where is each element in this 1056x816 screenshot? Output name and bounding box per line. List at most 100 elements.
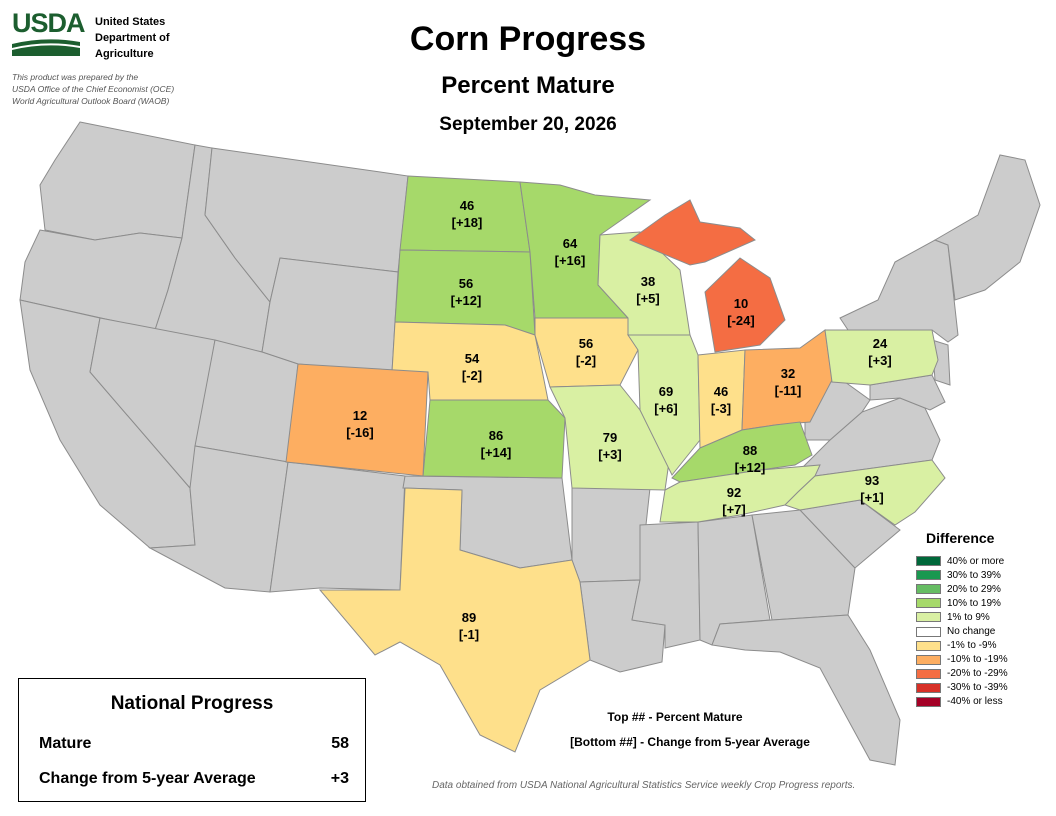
legend-label: 30% to 39%	[947, 569, 1001, 581]
legend-item: -40% or less	[916, 695, 1046, 709]
agency-name: United States Department of Agriculture	[95, 14, 205, 62]
key-top-line: Top ## - Percent Mature	[607, 710, 743, 724]
state-change-label: [+18]	[452, 215, 483, 230]
agency-name-line: Agriculture	[95, 48, 154, 60]
map-date: September 20, 2026	[439, 114, 617, 135]
legend-items: 40% or more 30% to 39% 20% to 29% 10% to 19…	[916, 554, 1046, 709]
prepared-note-line: World Agricultural Outlook Board (WAOB)	[12, 96, 170, 106]
mature-value: 58	[331, 735, 349, 752]
state-change-label: [+7]	[722, 502, 745, 517]
state-wy	[261, 257, 399, 373]
change-label: Change from 5-year Average	[39, 770, 256, 787]
legend-item: 1% to 9%	[916, 610, 1046, 624]
source-note: Data obtained from USDA National Agricul…	[432, 780, 856, 791]
state-ar	[571, 487, 651, 583]
state-change-label: [+14]	[481, 445, 512, 460]
legend-label: -30% to -39%	[947, 682, 1008, 694]
legend-label: 1% to 9%	[947, 611, 990, 623]
legend-title: Difference	[926, 530, 995, 546]
legend-swatch	[916, 654, 941, 665]
key-bottom-line: [Bottom ##] - Change from 5-year Average	[570, 735, 810, 749]
state-ny	[839, 239, 959, 343]
state-pa	[824, 329, 939, 386]
change-value: +3	[330, 770, 349, 787]
state-nc	[784, 459, 946, 526]
state-il	[627, 334, 701, 476]
prepared-note-line: USDA Office of the Chief Economist (OCE)	[12, 84, 175, 94]
state-fl	[711, 614, 901, 766]
legend-item: 20% to 29%	[916, 582, 1046, 596]
national-progress-box: National Progress Mature 58 Change from …	[18, 678, 366, 802]
mature-label: Mature	[39, 735, 92, 752]
state-new-england	[933, 154, 1041, 301]
legend-label: -40% or less	[947, 696, 1003, 708]
state-change-label: [+12]	[735, 460, 766, 475]
state-change-label: [+5]	[636, 291, 659, 306]
state-mature-label: 64	[563, 236, 578, 251]
legend-item: -10% to -19%	[916, 653, 1046, 667]
legend-item: No change	[916, 624, 1046, 638]
state-mature-label: 46	[460, 198, 474, 213]
legend-swatch	[916, 598, 941, 609]
map-subtitle: Percent Mature	[441, 72, 615, 99]
state-mature-label: 12	[353, 408, 367, 423]
state-change-label: [-16]	[346, 425, 373, 440]
state-change-label: [-11]	[775, 383, 802, 398]
state-change-label: [+3]	[598, 447, 621, 462]
state-tx	[318, 487, 591, 753]
legend-item: 30% to 39%	[916, 568, 1046, 582]
legend-item: 40% or more	[916, 554, 1046, 568]
legend-swatch	[916, 570, 941, 581]
state-change-label: [+1]	[860, 490, 883, 505]
state-ga	[751, 509, 856, 621]
legend-swatch	[916, 682, 941, 693]
state-mature-label: 24	[873, 336, 888, 351]
legend-label: -1% to -9%	[947, 640, 997, 652]
state-mature-label: 32	[781, 366, 795, 381]
legend-label: 20% to 29%	[947, 583, 1001, 595]
state-mature-label: 54	[465, 351, 480, 366]
state-change-label: [+3]	[868, 353, 891, 368]
legend-item: 10% to 19%	[916, 596, 1046, 610]
legend-label: -20% to -29%	[947, 668, 1008, 680]
legend-swatch	[916, 612, 941, 623]
state-labels: 46 [+18] 64 [+16] 56 [+12] 38 [+5] 10 [-24] 54 [-2]…	[346, 198, 891, 642]
state-wa	[39, 121, 196, 241]
state-mature-label: 88	[743, 443, 757, 458]
legend-label: 40% or more	[947, 555, 1005, 567]
state-nm	[269, 461, 406, 593]
state-mature-label: 92	[727, 485, 741, 500]
state-mature-label: 46	[714, 384, 728, 399]
legend-item: -20% to -29%	[916, 667, 1046, 681]
usda-logo-icon	[12, 39, 80, 56]
state-mature-label: 10	[734, 296, 748, 311]
state-mature-label: 56	[579, 336, 593, 351]
state-mature-label: 89	[462, 610, 476, 625]
state-mo	[549, 384, 671, 491]
agency-name-line: Department of	[95, 32, 170, 44]
legend-swatch	[916, 640, 941, 651]
legend-label: No change	[947, 626, 996, 638]
state-mi	[628, 199, 786, 353]
legend-swatch	[916, 696, 941, 707]
prepared-by-note: This product was prepared by the USDA Of…	[12, 71, 222, 107]
state-change-label: [-1]	[459, 627, 479, 642]
legend-swatch	[916, 584, 941, 595]
legend-label: -10% to -19%	[947, 654, 1008, 666]
state-mature-label: 69	[659, 384, 673, 399]
state-change-label: [+12]	[451, 293, 482, 308]
legend-swatch	[916, 668, 941, 679]
national-progress-title: National Progress	[110, 693, 274, 714]
colored-states	[285, 175, 946, 753]
state-mature-label: 79	[603, 430, 617, 445]
state-co	[285, 363, 429, 477]
state-mature-label: 38	[641, 274, 655, 289]
state-change-label: [+6]	[654, 401, 677, 416]
state-change-label: [-2]	[462, 368, 482, 383]
state-mature-label: 86	[489, 428, 503, 443]
state-mature-label: 93	[865, 473, 879, 488]
base-states	[19, 121, 1041, 766]
legend-swatch	[916, 626, 941, 637]
agency-name-line: United States	[95, 16, 166, 28]
state-nd	[399, 175, 531, 253]
